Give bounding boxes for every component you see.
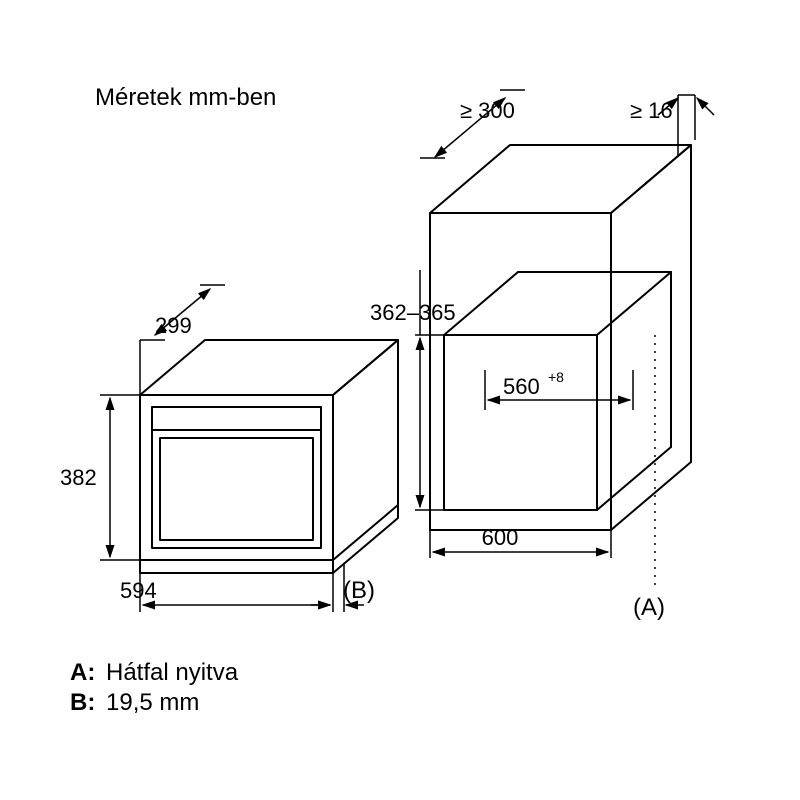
dim-appliance-width — [140, 573, 333, 612]
dim-appliance-depth-label: 299 — [155, 313, 192, 338]
dim-cabinet-width-label: 600 — [482, 525, 519, 550]
dim-opening-width-tol: +8 — [548, 369, 564, 385]
dim-cabinet-width — [430, 530, 611, 558]
appliance-drawing — [140, 340, 398, 573]
diagram-title: Méretek mm-ben — [95, 84, 276, 111]
legend-b: B: 19,5 mm — [70, 689, 199, 716]
dim-appliance-height-label: 382 — [60, 465, 97, 490]
dim-opening-height-label: 362–365 — [370, 300, 456, 325]
legend-a: A: Hátfal nyitva — [70, 659, 239, 686]
ref-b-label: (B) — [343, 577, 375, 604]
ref-a-label: (A) — [633, 594, 665, 621]
dim-appliance-height — [100, 395, 140, 560]
dimension-drawing: Méretek mm-ben ≥ 300 ≥ 16 — [0, 0, 800, 800]
cabinet-drawing — [430, 145, 691, 530]
dim-cabinet-depth-label: ≥ 300 — [460, 98, 515, 123]
dim-opening-width-label: 560 — [503, 374, 540, 399]
dim-panel-thickness-label: ≥ 16 — [630, 98, 673, 123]
dim-appliance-width-label: 594 — [120, 578, 157, 603]
